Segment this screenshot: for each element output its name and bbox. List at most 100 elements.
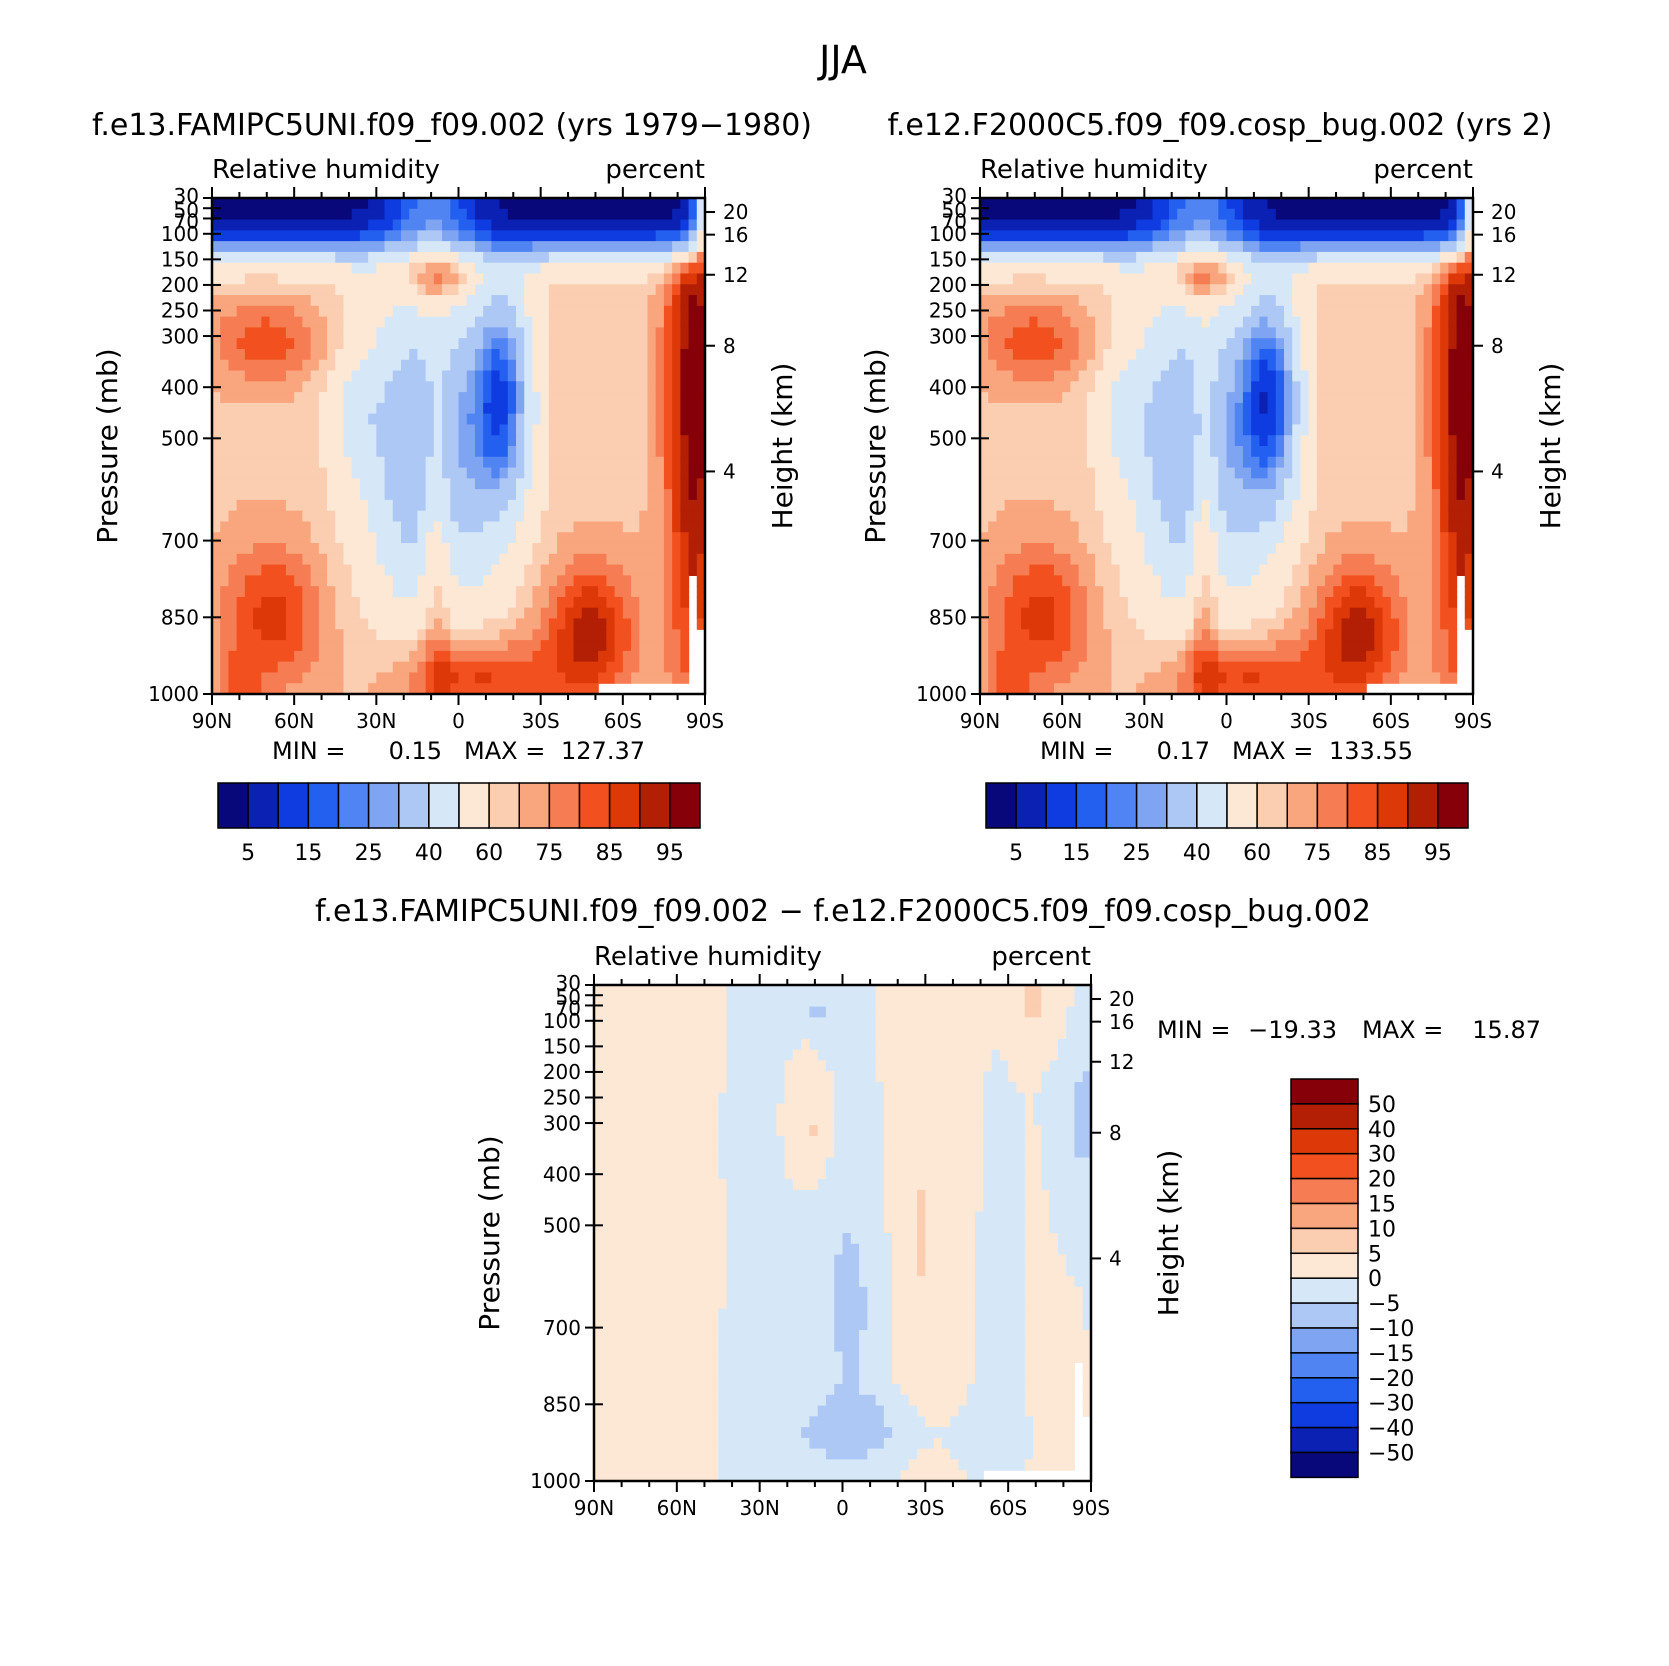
field-cell: [442, 596, 517, 609]
field-cell: [458, 413, 468, 426]
field-cell: [883, 1179, 984, 1191]
field-cell: [1300, 402, 1310, 415]
field-cell: [327, 499, 369, 512]
field-cell: [1423, 435, 1433, 447]
field-cell: [672, 564, 681, 576]
field-cell: [1024, 1405, 1076, 1417]
field-cell: [212, 446, 320, 458]
field-cell: [680, 359, 706, 372]
field-cell: [1210, 575, 1228, 587]
field-cell: [1316, 338, 1417, 350]
field-cell: [1275, 348, 1285, 361]
field-cell: [655, 284, 665, 296]
field-cell: [980, 596, 989, 609]
field-cell: [1300, 381, 1310, 393]
field-cell: [726, 1211, 885, 1223]
field-cell: [474, 672, 492, 684]
field-cell: [980, 553, 1006, 566]
field-cell: [1284, 618, 1310, 630]
field-cell: [1366, 672, 1384, 684]
field-cell: [524, 370, 534, 382]
field-cell: [261, 629, 287, 641]
field-cell: [1218, 198, 1228, 210]
field-cell: [1267, 392, 1277, 404]
field-cell: [466, 327, 484, 339]
height-tick-label: 4: [723, 460, 736, 484]
field-cell: [647, 392, 657, 404]
field-cell: [1456, 467, 1474, 479]
field-cell: [302, 553, 328, 566]
field-cell: [474, 424, 484, 436]
field-cell: [594, 1211, 728, 1223]
field-cell: [1407, 618, 1433, 630]
field-cell: [1448, 198, 1458, 210]
colorbar-label: 85: [596, 841, 624, 866]
field-cell: [980, 219, 1137, 231]
field-cell: [1242, 198, 1269, 210]
field-cell: [335, 510, 369, 523]
field-cell: [917, 1233, 926, 1245]
field-cell: [581, 607, 599, 620]
min-label: MIN =: [1157, 1016, 1230, 1044]
field-cell: [680, 586, 690, 598]
field-cell: [1004, 338, 1063, 350]
pressure-tick-label: 50: [556, 985, 581, 1009]
colorbar-box: [1166, 782, 1198, 829]
field-cell: [594, 1038, 728, 1051]
field-cell: [1033, 1103, 1076, 1115]
field-cell: [594, 995, 728, 1008]
field-cell: [1082, 1405, 1092, 1417]
field-cell: [442, 219, 460, 231]
field-cell: [1242, 456, 1260, 469]
field-cell: [1431, 446, 1441, 458]
field-cell: [327, 553, 345, 566]
field-cell: [975, 1308, 1026, 1320]
field-cell: [425, 499, 451, 512]
field-cell: [368, 219, 394, 231]
max-value: 133.55: [1329, 737, 1413, 765]
field-cell: [1185, 650, 1195, 663]
field-cell: [1448, 586, 1458, 598]
field-cell: [1415, 499, 1433, 512]
field-cell: [988, 348, 1014, 361]
field-cell: [1333, 672, 1367, 684]
field-cell: [1066, 1254, 1092, 1266]
field-cell: [726, 1049, 794, 1062]
field-cell: [294, 650, 320, 663]
field-cell: [294, 305, 320, 318]
field-cell: [672, 499, 681, 512]
field-cell: [1341, 640, 1375, 652]
field-cell: [318, 650, 345, 663]
field-cell: [351, 370, 394, 382]
field-cell: [1448, 553, 1458, 566]
field-cell: [458, 251, 484, 264]
field-cell: [565, 607, 583, 620]
field-cell: [1086, 456, 1121, 469]
field-cell: [996, 661, 1047, 674]
field-cell: [1448, 446, 1458, 458]
field-cell: [285, 607, 303, 620]
field-cell: [516, 305, 525, 318]
field-cell: [351, 208, 386, 221]
field-cell: [1308, 262, 1433, 275]
field-cell: [975, 1233, 1026, 1245]
field-cell: [1152, 316, 1203, 328]
field-cell: [980, 489, 1096, 501]
field-cell: [1292, 607, 1310, 620]
colorbar-label: 25: [355, 841, 383, 866]
pressure-tick-label: 700: [543, 1316, 581, 1340]
field-cell: [212, 499, 238, 512]
field-cell: [892, 1297, 976, 1310]
field-cell: [565, 586, 583, 598]
field-cell: [1456, 435, 1474, 447]
field-cell: [1456, 564, 1466, 576]
field-cell: [1070, 596, 1088, 609]
field-cell: [1177, 683, 1195, 695]
field-cell: [594, 1254, 728, 1266]
field-cell: [516, 316, 534, 328]
field-cell: [647, 435, 657, 447]
field-cell: [1431, 521, 1441, 533]
field-cell: [1053, 683, 1113, 695]
field-cell: [1431, 640, 1449, 652]
field-cell: [474, 402, 484, 415]
